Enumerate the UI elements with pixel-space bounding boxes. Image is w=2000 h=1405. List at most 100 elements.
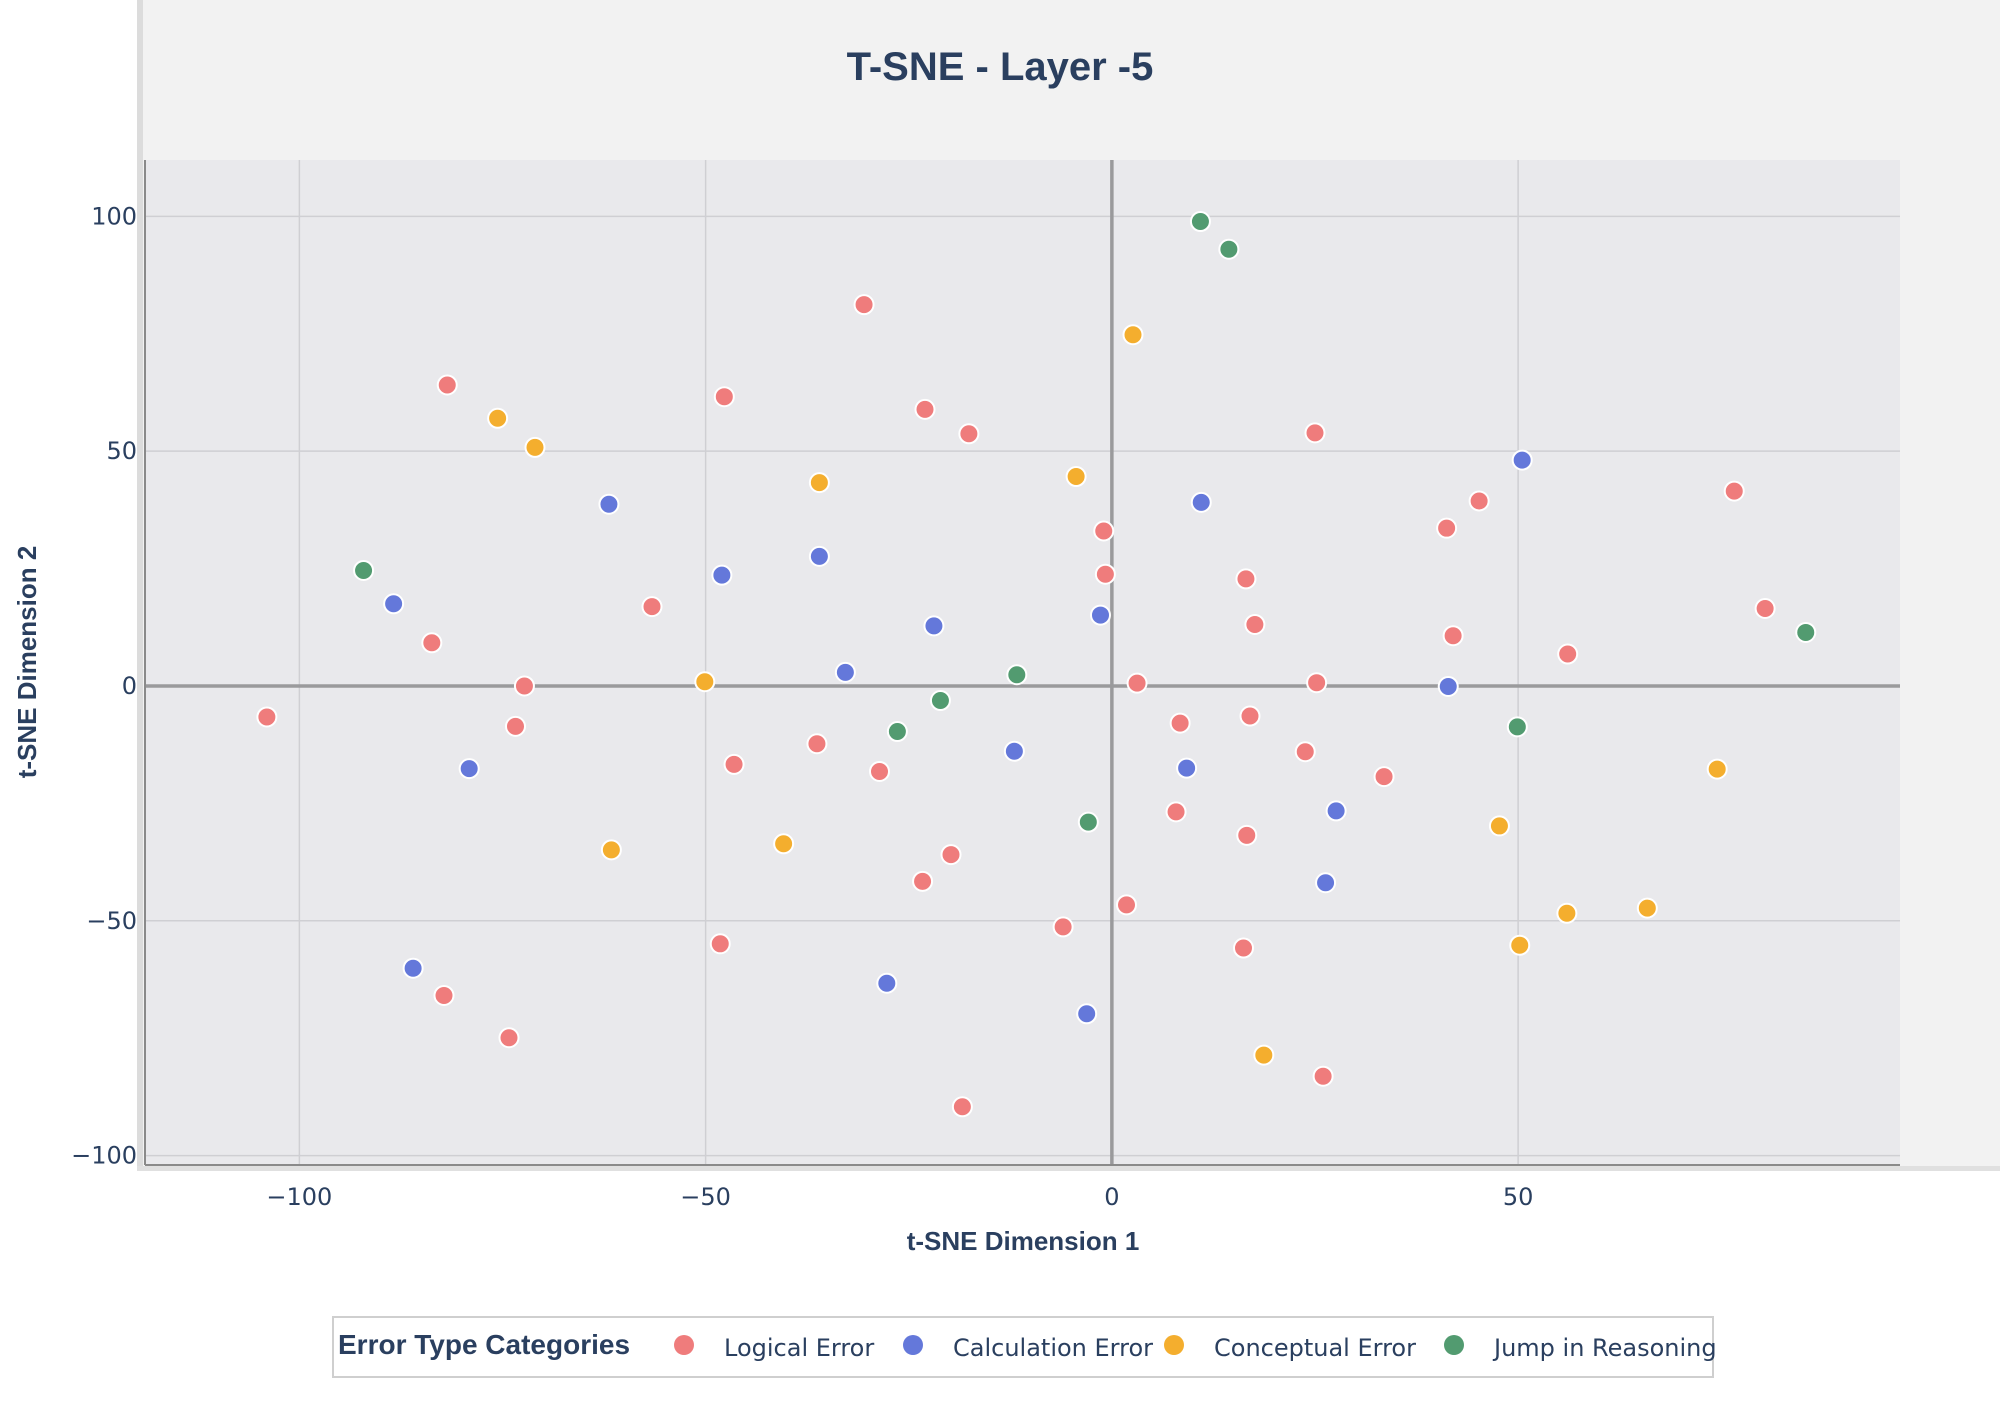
figure-left-edge [137,0,143,1170]
legend-marker-jump-in-reasoning [1444,1335,1464,1355]
point-jump-in-reasoning [1795,621,1817,643]
point-logical-error [641,596,663,618]
point-logical-error [1754,597,1776,619]
point-conceptual-error [1706,758,1728,780]
legend-label-logical-error: Logical Error [724,1334,874,1362]
point-jump-in-reasoning [1189,211,1211,233]
point-logical-error [1373,766,1395,788]
point-calculation-error [598,493,620,515]
point-logical-error [1442,625,1464,647]
point-calculation-error [1315,872,1337,894]
legend-marker-conceptual-error [1164,1335,1184,1355]
chart-title: T-SNE - Layer -5 [847,45,1154,89]
point-logical-error [806,733,828,755]
point-logical-error [912,870,934,892]
point-calculation-error [923,615,945,637]
legend-marker-logical-error [674,1335,694,1355]
point-calculation-error [1437,675,1459,697]
point-conceptual-error [808,472,830,494]
point-conceptual-error [524,436,546,458]
point-jump-in-reasoning [929,690,951,712]
point-conceptual-error [1556,902,1578,924]
grid-lines [145,160,1900,1165]
point-logical-error [1557,643,1579,665]
point-conceptual-error [600,839,622,861]
point-logical-error [1436,517,1458,539]
scatter-points [256,211,1817,1118]
point-logical-error [1233,937,1254,959]
point-calculation-error [1090,604,1111,626]
legend-title: Error Type Categories [338,1329,630,1360]
point-logical-error [951,1096,973,1118]
y-axis-title: t-SNE Dimension 2 [12,546,42,779]
legend-marker-calculation-error [903,1335,923,1355]
point-logical-error [1052,916,1074,938]
point-jump-in-reasoning [353,559,375,581]
x-tick-label: −50 [680,1183,731,1211]
point-conceptual-error [1636,897,1658,919]
point-logical-error [914,398,936,420]
point-logical-error [940,844,962,866]
point-logical-error [1312,1065,1334,1087]
point-logical-error [513,675,535,697]
point-calculation-error [1076,1003,1098,1025]
point-conceptual-error [1253,1044,1275,1066]
point-logical-error [1236,824,1258,846]
point-logical-error [1116,894,1137,916]
point-calculation-error [458,758,480,780]
legend-box [332,1316,1714,1378]
point-calculation-error [808,545,830,567]
point-calculation-error [876,972,898,994]
point-logical-error [1239,705,1261,727]
x-tick-label: 0 [1104,1183,1119,1211]
point-logical-error [1235,568,1257,590]
point-logical-error [958,423,980,445]
point-conceptual-error [1065,466,1087,488]
y-tick-label: 100 [91,202,137,230]
point-logical-error [1468,490,1490,512]
legend-label-jump-in-reasoning: Jump in Reasoning [1492,1334,1717,1362]
figure-bottom-edge [137,1166,2000,1171]
point-logical-error [1294,741,1316,763]
point-logical-error [1244,613,1266,635]
point-conceptual-error [1122,324,1144,346]
point-calculation-error [1190,491,1212,513]
point-logical-error [505,715,526,737]
point-calculation-error [834,661,856,683]
point-logical-error [1306,672,1328,694]
x-tick-label: 50 [1503,1183,1534,1211]
y-tick-labels: −100 −50 0 50 100 [71,202,137,1169]
y-tick-label: −100 [71,1142,137,1170]
point-calculation-error [1325,800,1347,822]
point-logical-error [1169,712,1191,734]
point-logical-error [853,294,875,316]
point-conceptual-error [1488,815,1510,837]
legend-label-calculation-error: Calculation Error [953,1334,1153,1362]
point-calculation-error [1511,449,1533,471]
y-tick-label: −50 [86,907,137,935]
point-logical-error [723,753,745,775]
legend-label-conceptual-error: Conceptual Error [1214,1334,1416,1362]
point-jump-in-reasoning [1077,811,1099,833]
point-logical-error [1093,520,1115,542]
point-calculation-error [402,957,424,979]
point-jump-in-reasoning [1506,716,1528,738]
legend-items: Logical Error Calculation Error Conceptual… [674,1334,1717,1362]
point-logical-error [713,386,735,408]
point-logical-error [1304,422,1326,444]
point-calculation-error [383,593,405,615]
x-axis-title: t-SNE Dimension 1 [907,1226,1140,1256]
y-tick-label: 0 [122,672,137,700]
point-calculation-error [1176,757,1198,779]
legend: Error Type Categories Logical Error Calcu… [332,1316,1717,1378]
y-tick-label: 50 [106,437,137,465]
point-conceptual-error [773,833,795,855]
point-jump-in-reasoning [886,721,908,743]
point-conceptual-error [694,671,716,693]
point-conceptual-error [1509,934,1531,956]
point-logical-error [436,374,458,396]
point-jump-in-reasoning [1006,664,1028,686]
x-tick-labels: −100 −50 0 50 [266,1183,1533,1211]
point-logical-error [1723,480,1745,502]
